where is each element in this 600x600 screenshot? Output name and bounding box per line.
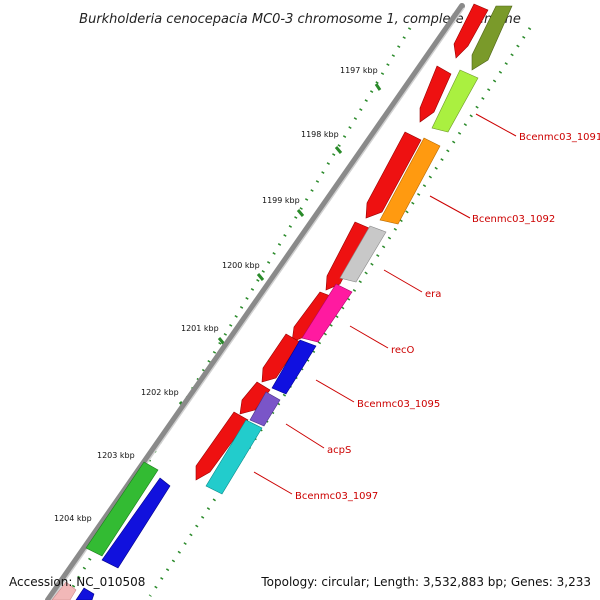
tick-label: 1198 kbp [301, 130, 339, 139]
gene-arrow-blue [101, 477, 171, 569]
tick-mark [256, 273, 265, 281]
gene-label-reco: recO [391, 345, 415, 356]
gene-arrow-acps [249, 391, 281, 427]
cds-arrow [239, 381, 271, 415]
accession-text: Accession: NC_010508 [9, 575, 145, 589]
cds-track [195, 3, 489, 481]
gene-label-bcenmc03-1091: Bcenmc03_1091 [519, 132, 600, 143]
leader-line [253, 471, 293, 495]
tick-label: 1202 kbp [141, 388, 179, 397]
genome-backbone [45, 3, 465, 600]
gene-labels: Bcenmc03_1091 Bcenmc03_1092 era recO Bce… [253, 113, 600, 502]
gene-arrow-blue-partial [75, 587, 95, 600]
gene-arrow-bcenmc03-1095 [271, 339, 317, 395]
gene-arrow-bcenmc03-1091 [431, 69, 479, 133]
gene-label-bcenmc03-1097: Bcenmc03_1097 [295, 491, 378, 502]
gene-label-bcenmc03-1092: Bcenmc03_1092 [472, 214, 555, 225]
tick-label: 1201 kbp [181, 324, 219, 333]
gene-arrow-green [85, 461, 159, 557]
tick-label: 1197 kbp [340, 66, 378, 75]
cds-arrow [325, 221, 370, 291]
cds-arrow [419, 65, 452, 123]
tick-mark [217, 337, 226, 345]
cds-arrow [195, 411, 249, 481]
leader-line [383, 269, 423, 293]
tick-label: 1204 kbp [54, 514, 92, 523]
cds-arrow [261, 333, 301, 383]
cds-arrow [453, 3, 489, 59]
map-title: Burkholderia cenocepacia MC0-3 chromosom… [79, 12, 521, 27]
leader-line [285, 423, 325, 449]
leader-line [475, 113, 517, 137]
tick-label: 1203 kbp [97, 451, 135, 460]
tick-mark [374, 83, 382, 91]
tick-label: 1200 kbp [222, 261, 260, 270]
cds-arrow [365, 131, 422, 219]
tick-mark [334, 146, 343, 154]
inner-scale-line [148, 27, 532, 597]
leader-line [429, 195, 471, 219]
gene-arrow-bcenmc03-1097 [205, 419, 263, 495]
gene-arrow-bcenmc03-1092 [379, 137, 441, 225]
gene-label-bcenmc03-1095: Bcenmc03_1095 [357, 399, 440, 410]
gene-arrow-pink [51, 581, 77, 600]
reverse-track [51, 461, 171, 600]
gene-arrow-era [339, 225, 387, 283]
gene-track [205, 5, 513, 495]
gene-arrow-olive [471, 5, 513, 71]
topology-text: Topology: circular; Length: 3,532,883 bp… [260, 575, 591, 589]
gene-label-acps: acpS [327, 445, 351, 456]
gene-label-era: era [425, 289, 441, 300]
tick-label: 1199 kbp [262, 196, 300, 205]
leader-line [349, 325, 389, 349]
tick-mark [296, 209, 305, 217]
gene-arrow-reco [301, 283, 353, 343]
leader-line [315, 379, 355, 403]
